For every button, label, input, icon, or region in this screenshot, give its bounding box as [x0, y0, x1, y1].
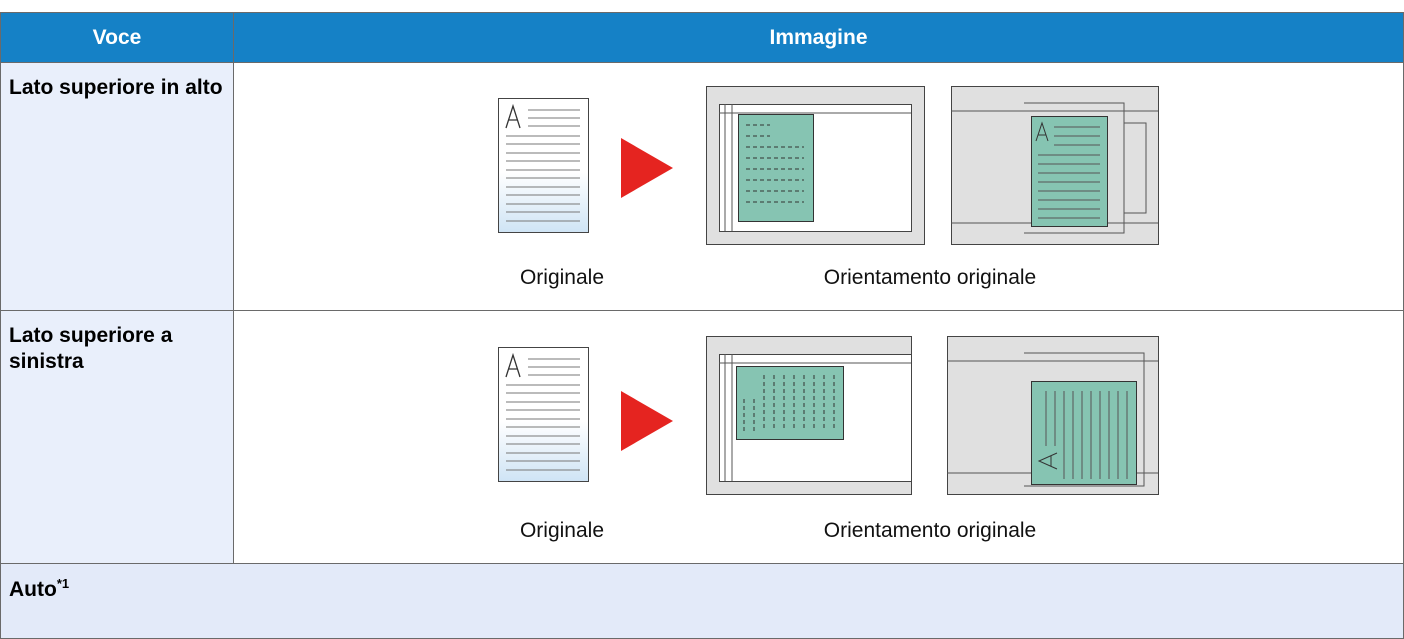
auto-cell: Auto*1 [0, 563, 1404, 639]
table: Voce Immagine Lato superiore in alto Ori… [0, 12, 1404, 639]
row: Auto*1 [0, 563, 1404, 639]
row-label: Lato superiore in alto [0, 62, 234, 311]
footnote-ref: *1 [56, 576, 70, 591]
caption: Originale [520, 266, 604, 289]
illustration: Originale Orientamento originale [498, 86, 1159, 289]
header-row: Voce Immagine [0, 12, 1404, 63]
caption: Orientamento originale [824, 519, 1036, 542]
header-cell: Voce [0, 12, 234, 63]
caption: Originale [520, 519, 604, 542]
row: Lato superiore a sinistra Originale Orie… [0, 310, 1404, 564]
row-label: Lato superiore a sinistra [0, 310, 234, 564]
image-cell: Originale Orientamento originale [233, 62, 1404, 311]
page: Voce Immagine Lato superiore in alto Ori… [0, 12, 1404, 639]
image-cell: Originale Orientamento originale [233, 310, 1404, 564]
header-cell: Immagine [233, 12, 1404, 63]
row-label: Auto [9, 578, 57, 601]
illustration: Originale Orientamento originale [498, 336, 1159, 542]
row: Lato superiore in alto Originale Orienta… [0, 62, 1404, 311]
caption: Orientamento originale [824, 266, 1036, 289]
